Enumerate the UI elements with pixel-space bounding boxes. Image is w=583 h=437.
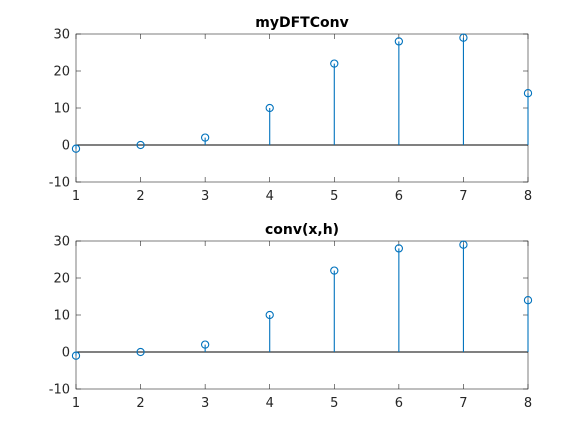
stem-marker [394,37,404,46]
x-tick-label: 8 [524,396,532,411]
stem-marker [523,89,533,98]
stem-marker [459,240,468,249]
y-tick-label: 30 [53,28,70,43]
x-tick-label: 6 [395,396,403,411]
stem-marker [136,140,145,150]
stem-marker [71,351,81,360]
plot-conv: conv(x,h) -10 0 10 20 30 1 2 3 4 5 6 7 8 [49,222,533,411]
x-tick-label: 3 [201,396,209,411]
chart-title: myDFTConv [255,15,348,31]
y-tick-label: 20 [53,272,70,287]
x-tick-label: 6 [395,189,403,204]
stem-marker [200,340,210,349]
x-tick-label: 1 [72,189,80,204]
y-tick-label: -10 [49,383,70,398]
y-tick-label: 20 [53,65,70,80]
x-tick-label: 1 [72,396,80,411]
y-tick-label: 10 [53,309,70,324]
stem-marker [394,244,404,253]
x-tick-label: 5 [330,189,338,204]
stem-marker [200,133,210,142]
x-tick-label: 7 [459,396,467,411]
y-tick-label: 10 [53,102,70,117]
y-tick-label: 30 [53,235,70,250]
x-tick-label: 5 [330,396,338,411]
stem-marker [265,103,274,113]
x-tick-label: 4 [266,189,274,204]
y-tick-label: 0 [62,139,70,154]
stem-marker [71,144,81,153]
stem-marker [459,33,468,42]
x-tick-label: 2 [136,189,144,204]
stem-marker [136,347,145,357]
x-tick-label: 2 [136,396,144,411]
y-tick-label: -10 [49,176,70,191]
y-tick-label: 0 [62,346,70,361]
stem-marker [265,310,274,320]
x-tick-label: 8 [524,189,532,204]
x-tick-label: 4 [266,396,274,411]
axes-box [75,240,529,390]
x-tick-label: 7 [459,189,467,204]
stem-marker [330,266,339,275]
chart-title: conv(x,h) [265,222,339,238]
plot-mydftconv: myDFTConv -10 0 10 20 30 1 2 3 4 5 6 7 8 [49,15,533,204]
axes-box [75,33,529,183]
stem-marker [330,59,339,68]
stem-marker [523,296,533,305]
x-tick-label: 3 [201,189,209,204]
